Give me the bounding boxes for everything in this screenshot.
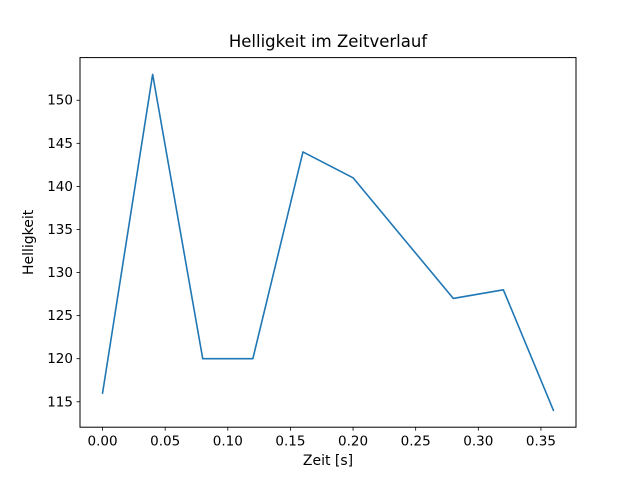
y-axis-ticks: 115 120 125 130 135 140 145 150 (47, 93, 80, 410)
y-axis-label: Helligkeit (21, 209, 37, 275)
y-tick-label: 150 (47, 93, 73, 109)
chart-title: Helligkeit im Zeitverlauf (229, 32, 428, 51)
y-tick-label: 145 (47, 136, 73, 152)
x-axis-label: Zeit [s] (303, 453, 353, 469)
y-tick-label: 120 (47, 351, 73, 367)
y-tick-label: 140 (47, 179, 73, 195)
x-tick-label: 0.25 (401, 434, 431, 450)
plot-area (79, 57, 577, 428)
x-tick-label: 0.30 (463, 434, 493, 450)
y-tick-label: 130 (47, 265, 73, 281)
x-axis-ticks: 0.00 0.05 0.10 0.15 0.20 0.25 0.30 0.35 (88, 427, 556, 450)
x-tick-label: 0.15 (275, 434, 305, 450)
x-tick-label: 0.10 (213, 434, 243, 450)
x-tick-label: 0.05 (150, 434, 180, 450)
x-tick-label: 0.20 (338, 434, 368, 450)
x-tick-label: 0.35 (526, 434, 556, 450)
brightness-line-series (101, 73, 555, 412)
y-tick-label: 115 (47, 394, 73, 410)
x-tick-label: 0.00 (88, 434, 118, 450)
y-tick-label: 125 (47, 308, 73, 324)
line-series-group (101, 73, 555, 412)
y-tick-label: 135 (47, 222, 73, 238)
